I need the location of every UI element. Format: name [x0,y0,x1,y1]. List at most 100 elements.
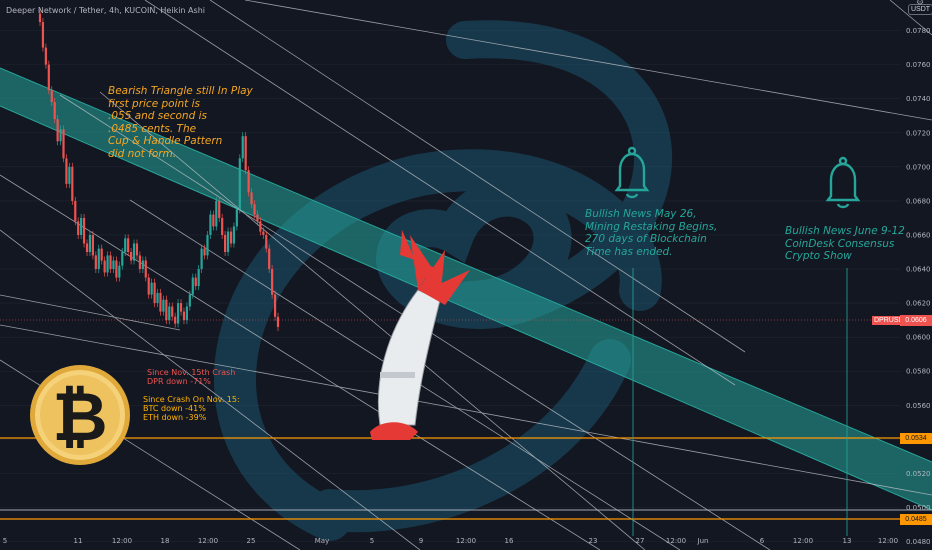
channel-top [0,67,932,463]
candle [62,129,65,159]
candle [153,282,156,304]
candle [85,243,89,253]
candle [168,306,171,321]
candle [135,243,139,256]
channel-bottom [0,105,932,511]
price-tick-label: 0.0620 [906,300,931,308]
candle [200,248,203,270]
candles [38,9,280,331]
candle [97,248,100,270]
trendline [0,174,601,550]
candle [268,248,271,270]
candle [94,255,97,270]
candle [221,217,224,235]
time-tick-label: 12:00 [456,537,476,545]
time-axis: 5 11 12:00 18 12:00 25 May 5 9 12:00 16 23 27 12:00 Ju… [3,537,898,545]
gear-icon[interactable]: ⚙ [916,0,925,7]
bell-icon [825,156,861,209]
annotation-news-may: Bullish News May 26, Mining Restaking Be… [585,208,718,258]
time-tick-label: 6 [760,537,765,545]
candle [218,200,221,218]
candle [59,129,62,142]
time-tick-label: 12:00 [793,537,813,545]
time-tick-label: 18 [161,537,170,545]
annotation-bearish: Bearish Triangle still In Play first pri… [108,85,253,160]
time-tick-label: 23 [589,537,598,545]
time-tick-label: 12:00 [198,537,218,545]
candle [144,260,147,278]
candle [56,119,59,142]
trendline [0,229,421,550]
candle [100,248,103,261]
candle [127,238,130,253]
candle [112,260,115,270]
candle [124,238,127,253]
candle [238,158,241,210]
candle [80,217,83,235]
candle [206,234,209,256]
svg-text:₿: ₿ [52,378,107,457]
price-tick-label: 0.0720 [906,129,931,137]
bell-icon [614,146,650,199]
candle [71,166,74,201]
time-tick-label: 12:00 [878,537,898,545]
candle [47,64,50,91]
candle [103,260,106,273]
time-tick-label: 12:00 [112,537,132,545]
candle [203,248,206,256]
candle [44,47,47,65]
candle [235,209,238,227]
candle [271,269,274,295]
coin-icon: ₿ [30,365,130,465]
currency-badge[interactable]: USDT [908,4,932,15]
candle [91,234,94,256]
candle [197,269,200,287]
time-tick-label: 25 [247,537,256,545]
trendline [889,0,932,36]
candle [253,204,256,215]
trendline [99,91,646,550]
candle [109,255,112,270]
rocket-icon [370,230,470,440]
candle [215,200,218,227]
time-tick-label: 5 [370,537,374,545]
candle [194,277,197,287]
candle [247,170,250,193]
candle [241,136,244,159]
candle [50,90,53,103]
symbol-title: Deeper Network / Tether, 4h, KUCOIN, Hei… [6,6,205,15]
candle [229,231,233,244]
time-tick-label: 27 [636,537,645,545]
candle [156,292,159,304]
candle [68,166,71,184]
price-tick-label: 0.0700 [906,163,931,171]
candle [150,282,153,295]
annotation-news-june: Bullish News June 9-12 CoinDesk Consensu… [785,225,905,262]
trendline [209,0,746,353]
channel-band [0,68,932,510]
candle [273,294,277,317]
candle [165,299,168,321]
candle [188,294,191,307]
price-tick-label: 0.0520 [906,470,931,478]
candle [250,192,253,205]
candle [224,234,227,253]
price-tick-label: 0.0480 [906,538,931,546]
candle [159,292,162,312]
candle [147,277,150,295]
time-tick-label: Jun [697,537,709,545]
candle [138,255,142,270]
candle [176,303,180,324]
candle [74,200,77,222]
candle [265,234,268,249]
price-tick-label: 0.0780 [906,27,931,35]
annotation-crash: Since Crash On Nov. 15: BTC down -41% ET… [143,395,240,422]
candle [209,214,212,235]
candle [65,158,68,184]
candle [106,255,109,273]
candle [276,316,280,327]
trendline [144,0,736,386]
candle [88,234,92,253]
candle [232,226,236,244]
